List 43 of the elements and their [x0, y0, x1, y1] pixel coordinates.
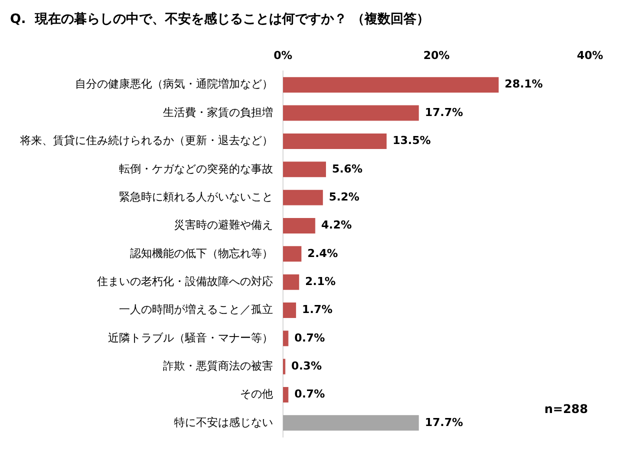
- y-tick-label: 住まいの老朽化・設備故障への対応: [97, 274, 273, 288]
- data-label: 0.7%: [294, 388, 325, 401]
- x-tick-label: 0%: [274, 49, 292, 62]
- data-label: 4.2%: [321, 218, 352, 232]
- y-tick-label: 自分の健康悪化（病気・通院増加など）: [75, 78, 273, 91]
- bar: [283, 274, 300, 290]
- bar: [283, 246, 302, 262]
- y-tick-label: 近隣トラブル（騒音・マナー等）: [108, 331, 273, 344]
- y-tick-label: その他: [240, 388, 273, 401]
- data-label: 2.4%: [307, 246, 338, 260]
- data-label: 1.7%: [302, 303, 333, 316]
- annotation: n=288: [544, 402, 588, 416]
- bar: [283, 77, 499, 93]
- bar: [283, 218, 316, 234]
- y-tick-label: 認知機能の低下（物忘れ等）: [130, 246, 273, 260]
- y-tick-label: 転倒・ケガなどの突発的な事故: [119, 162, 273, 176]
- data-label: 2.1%: [305, 274, 336, 288]
- data-label: 5.2%: [328, 190, 360, 204]
- y-tick-label: 生活費・家賃の負担増: [163, 106, 273, 119]
- y-tick-label: 災害時の避難や備え: [174, 218, 273, 232]
- bar: [283, 387, 288, 402]
- y-tick-label: 緊急時に頼れる人がいないこと: [119, 190, 273, 204]
- x-tick-label: 40%: [576, 49, 604, 62]
- x-tick-label: 20%: [423, 49, 450, 62]
- bar: [283, 302, 296, 318]
- data-label: 13.5%: [392, 134, 431, 148]
- bar: [283, 415, 419, 431]
- y-tick-label: 詐欺・悪質商法の被害: [163, 359, 273, 372]
- y-tick-label: 将来、賃貸に住み続けられるか（更新・退去など）: [19, 134, 273, 148]
- data-label: 17.7%: [424, 416, 464, 429]
- y-tick-label: 特に不安は感じない: [174, 416, 273, 429]
- bar: [283, 190, 323, 206]
- data-label: 0.3%: [291, 359, 322, 372]
- data-label: 0.7%: [294, 331, 325, 344]
- bar: [283, 162, 326, 178]
- y-tick-label: 一人の時間が増えること／孤立: [119, 303, 273, 316]
- chart-title: Q. 現在の暮らしの中で、不安を感じることは何ですか？ （複数回答）: [10, 11, 430, 28]
- data-label: 28.1%: [504, 78, 543, 91]
- bar: [283, 133, 387, 149]
- data-label: 17.7%: [424, 106, 464, 119]
- bar: [283, 105, 419, 121]
- bar: [283, 330, 288, 346]
- data-label: 5.6%: [332, 162, 362, 176]
